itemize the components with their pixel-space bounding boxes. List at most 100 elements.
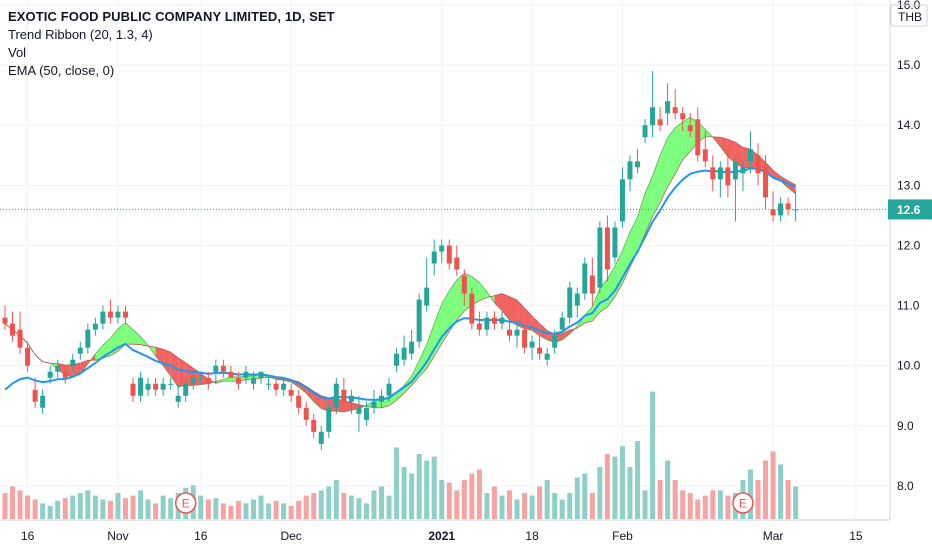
volume-bar <box>702 495 708 519</box>
candle-body <box>409 341 415 354</box>
volume-bar <box>604 454 610 519</box>
price-tick-label: 11.0 <box>897 299 920 313</box>
volume-bar <box>424 460 430 519</box>
volume-bar <box>446 482 452 519</box>
volume-bar <box>785 480 791 519</box>
candle <box>793 191 799 222</box>
candle <box>687 113 693 138</box>
earnings-marker: E <box>174 492 197 514</box>
candle-body <box>160 383 166 390</box>
candle <box>612 221 618 264</box>
candle-body <box>717 167 723 180</box>
volume-bar <box>250 499 256 519</box>
candle-body <box>446 245 452 264</box>
candle <box>115 305 121 324</box>
candle <box>461 269 467 306</box>
symbol-title[interactable]: EXOTIC FOOD PUBLIC COMPANY LIMITED, 1D, … <box>8 9 335 24</box>
volume-bar <box>55 500 61 519</box>
volume-bar <box>401 467 407 519</box>
legend-ema[interactable]: EMA (50, close, 0) <box>8 63 115 78</box>
candle-body <box>461 275 467 294</box>
candle <box>559 311 565 336</box>
legend-trend-ribbon[interactable]: Trend Ribbon (20, 1.3, 4) <box>8 27 153 42</box>
candle <box>107 299 113 324</box>
candle <box>138 371 144 402</box>
time-tick-label: 18 <box>525 529 539 543</box>
time-tick-label: 15 <box>849 529 863 543</box>
candle-body <box>522 329 528 348</box>
candle <box>318 425 324 450</box>
price-tick-label: 12.0 <box>897 238 921 252</box>
candle-body <box>363 407 369 420</box>
volume-bar <box>619 446 625 519</box>
time-axis[interactable]: 16 Nov 16 Dec 2021 18 Feb Mar 15 <box>0 519 890 543</box>
candle-body <box>281 383 287 390</box>
candle <box>326 401 332 438</box>
candle-body <box>484 317 490 330</box>
candle <box>243 365 249 384</box>
volume-bar <box>439 480 445 519</box>
candle-body <box>537 347 543 354</box>
candlesticks[interactable] <box>2 71 799 450</box>
candle-body <box>371 401 377 408</box>
volume-bar <box>333 480 339 519</box>
volume-bar <box>258 495 264 519</box>
candle <box>62 365 68 384</box>
volume-bar <box>665 460 671 519</box>
candle-body <box>567 287 573 318</box>
earnings-marker: E <box>732 492 754 514</box>
candle-body <box>491 317 497 324</box>
volume-bar <box>635 441 641 519</box>
candle-body <box>296 395 302 408</box>
candle <box>235 371 241 390</box>
candle <box>665 83 671 126</box>
volume-bar <box>70 495 76 519</box>
ribbon-segment <box>517 300 525 329</box>
ribbon-segment <box>80 360 88 375</box>
currency-box <box>890 4 928 27</box>
volume-bar <box>213 498 219 519</box>
volume-bar <box>266 503 272 519</box>
volume-bar <box>394 447 400 519</box>
candle-body <box>77 347 83 354</box>
volume-bar <box>680 490 686 519</box>
candle-body <box>198 377 204 379</box>
volume-bar <box>318 490 324 519</box>
volume-bar <box>326 486 332 519</box>
time-tick-label: Mar <box>763 529 784 543</box>
ribbon-segment <box>163 349 171 377</box>
volume-bar <box>115 493 121 519</box>
candle <box>650 71 656 138</box>
volume-bar <box>160 495 166 519</box>
volume-bar <box>544 480 550 519</box>
volume-bar <box>597 467 603 519</box>
volume-bar <box>107 500 113 519</box>
candle <box>732 155 738 222</box>
candle <box>431 239 437 276</box>
candle-body <box>604 227 610 270</box>
candle-body <box>514 329 520 336</box>
volume-bar <box>763 460 769 519</box>
candle <box>642 119 648 144</box>
candle <box>409 329 415 360</box>
ribbon-segment <box>449 279 457 332</box>
candle-body <box>25 347 31 366</box>
candle-body <box>32 389 38 402</box>
candle-body <box>205 377 211 384</box>
volume-bar <box>303 495 309 519</box>
volume-bar <box>281 503 287 519</box>
earnings-marker-circle <box>732 492 754 514</box>
candle <box>755 143 761 186</box>
volume-bar <box>130 495 136 519</box>
volume-bar <box>32 499 38 519</box>
candle <box>198 371 204 384</box>
candle-body <box>47 371 53 378</box>
price-tick-label: 15.0 <box>897 58 921 72</box>
legend-volume[interactable]: Vol <box>8 45 27 60</box>
candle-body <box>213 365 219 372</box>
time-tick-label: 2021 <box>428 529 455 543</box>
ribbon-segment <box>720 137 728 158</box>
